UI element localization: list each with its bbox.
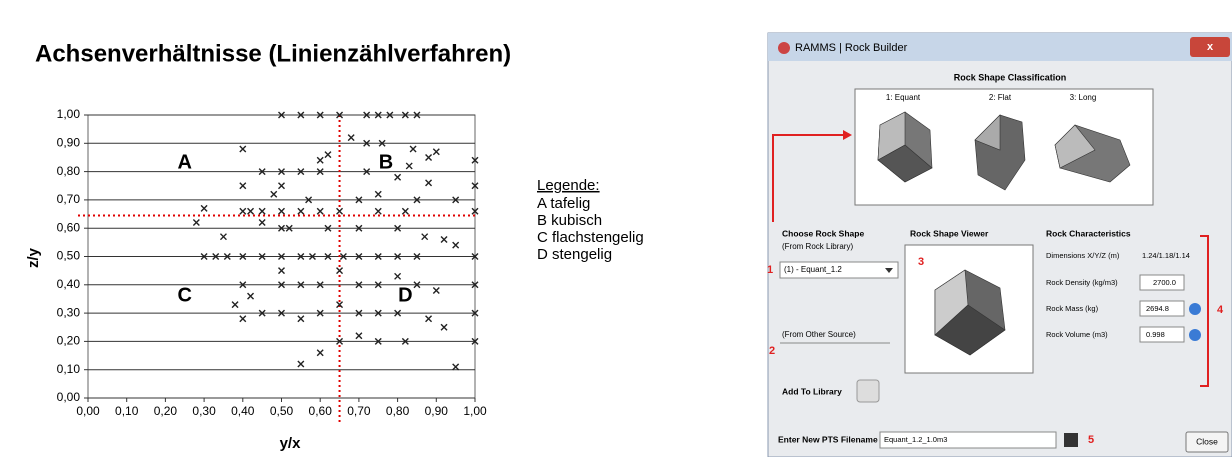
window-title: RAMMS | Rock Builder (795, 42, 908, 54)
legend-item: D stengelig (537, 246, 612, 263)
row-label: Dimensions X/Y/Z (m) (1046, 251, 1120, 260)
app-icon (778, 42, 790, 54)
shape-label: 1: Equant (886, 93, 921, 102)
quadrant-label: B (379, 151, 393, 173)
x-tick-label: 0,00 (76, 404, 100, 418)
x-tick-label: 0,40 (231, 404, 255, 418)
x-tick-label: 1,00 (463, 404, 487, 418)
chart: 0,00 0,10 0,20 0,30 0,40 0,50 0,60 0,70 0,80 0,90… (57, 107, 644, 423)
row-value: 2700.0 (1153, 278, 1176, 287)
y-tick-label: 0,70 (57, 192, 81, 206)
legend-title: Legende: (537, 177, 600, 194)
legend-item: B kubisch (537, 212, 602, 229)
x-tick-label: 0,60 (309, 404, 333, 418)
row-value: 1.24/1.18/1.14 (1142, 251, 1190, 260)
y-tick-label: 1,00 (57, 107, 81, 121)
step-marker: 5 (1088, 434, 1094, 446)
calc-button[interactable] (1189, 303, 1201, 315)
row-value: 2694.8 (1146, 304, 1169, 313)
y-tick-label: 0,90 (57, 135, 81, 149)
step-marker: 1 (767, 264, 773, 276)
close-label: Close (1196, 436, 1218, 446)
add-button[interactable] (857, 380, 879, 402)
filename-label: Enter New PTS Filename (778, 434, 878, 444)
close-icon: x (1207, 41, 1214, 53)
y-tick-label: 0,10 (57, 362, 81, 376)
x-tick-label: 0,90 (425, 404, 449, 418)
classification-heading: Rock Shape Classification (954, 72, 1067, 82)
filename-value: Equant_1.2_1.0m3 (884, 435, 947, 444)
dropdown-value: (1) - Equant_1.2 (784, 265, 842, 274)
row-value: 0.998 (1146, 330, 1165, 339)
y-tick-label: 0,60 (57, 220, 81, 234)
x-tick-label: 0,80 (386, 404, 410, 418)
viewer-heading: Rock Shape Viewer (910, 228, 989, 238)
other-source: (From Other Source) (782, 330, 856, 339)
step-marker: 4 (1217, 304, 1224, 316)
quadrant-label: D (398, 284, 412, 306)
chart-title: Achsenverhältnisse (Linienzählverfahren) (35, 40, 511, 67)
choose-heading: Choose Rock Shape (782, 228, 864, 238)
characteristics-heading: Rock Characteristics (1046, 228, 1131, 238)
step-marker: 2 (769, 345, 775, 357)
row-label: Rock Mass (kg) (1046, 304, 1099, 313)
x-tick-label: 0,70 (347, 404, 371, 418)
y-tick-label: 0,50 (57, 249, 81, 263)
calc-button[interactable] (1189, 329, 1201, 341)
row-label: Rock Density (kg/m3) (1046, 278, 1118, 287)
step-marker: 3 (918, 256, 924, 268)
y-tick-label: 0,20 (57, 334, 81, 348)
x-tick-label: 0,50 (270, 404, 294, 418)
legend-item: A tafelig (537, 195, 590, 212)
x-axis-label: y/x (280, 435, 302, 452)
x-tick-label: 0,30 (192, 404, 216, 418)
legend-item: C flachstengelig (537, 229, 644, 246)
x-tick-label: 0,20 (154, 404, 178, 418)
choose-subheading: (From Rock Library) (782, 242, 853, 251)
dialog-window: RAMMS | Rock Builder x Rock Shape Classi… (767, 33, 1232, 457)
shape-label: 3: Long (1070, 93, 1097, 102)
shape-label: 2: Flat (989, 93, 1012, 102)
quadrant-label: A (178, 151, 192, 173)
add-label: Add To Library (782, 386, 842, 396)
page: Achsenverhältnisse (Linienzählverfahren)… (0, 0, 1232, 457)
y-tick-label: 0,40 (57, 277, 81, 291)
row-label: Rock Volume (m3) (1046, 330, 1108, 339)
y-tick-label: 0,80 (57, 164, 81, 178)
y-axis-label: z/y (25, 247, 42, 268)
save-button[interactable] (1064, 433, 1078, 447)
quadrant-label: C (178, 284, 192, 306)
x-tick-label: 0,10 (115, 404, 139, 418)
y-tick-label: 0,00 (57, 390, 81, 404)
y-tick-label: 0,30 (57, 305, 81, 319)
